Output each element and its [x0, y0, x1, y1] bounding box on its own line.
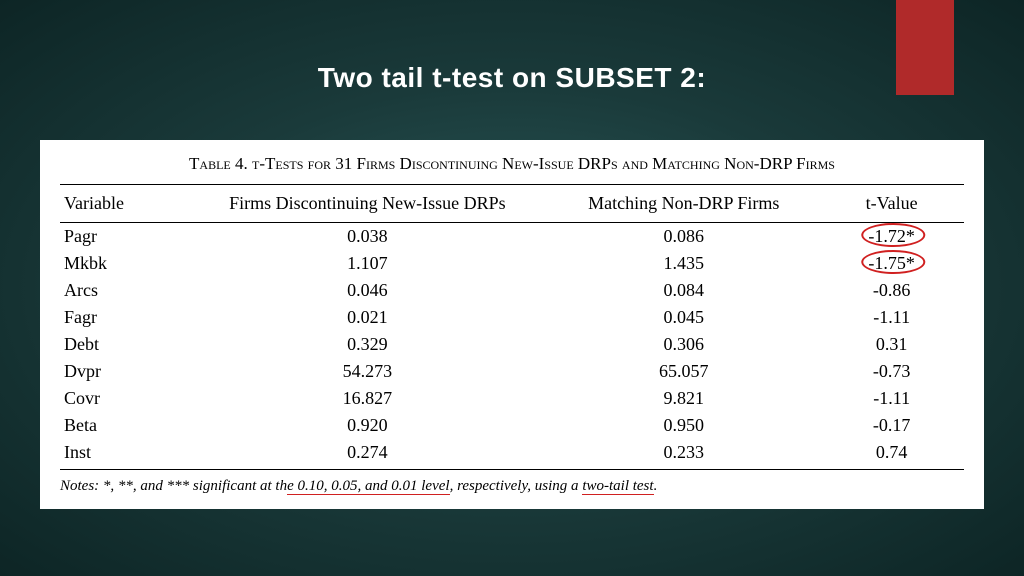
table-row: Inst0.2740.2330.74 [60, 439, 964, 470]
table-body: Pagr0.0380.086-1.72*Mkbk1.1071.435-1.75*… [60, 223, 964, 470]
cell-discontinuing: 0.021 [187, 304, 549, 331]
cell-discontinuing: 54.273 [187, 358, 549, 385]
notes-underline-test: two-tail test [582, 478, 653, 495]
cell-variable: Mkbk [60, 250, 187, 277]
cell-matching: 0.950 [548, 412, 819, 439]
cell-tvalue: -1.72* [819, 223, 964, 251]
col-variable: Variable [60, 185, 187, 223]
cell-tvalue: -0.86 [819, 277, 964, 304]
table-row: Arcs0.0460.084-0.86 [60, 277, 964, 304]
table-row: Pagr0.0380.086-1.72* [60, 223, 964, 251]
slide-title: Two tail t-test on SUBSET 2: [0, 62, 1024, 94]
cell-matching: 0.084 [548, 277, 819, 304]
cell-matching: 9.821 [548, 385, 819, 412]
cell-tvalue: 0.74 [819, 439, 964, 470]
table-row: Fagr0.0210.045-1.11 [60, 304, 964, 331]
cell-discontinuing: 0.920 [187, 412, 549, 439]
cell-tvalue: -1.11 [819, 304, 964, 331]
cell-variable: Covr [60, 385, 187, 412]
cell-tvalue: 0.31 [819, 331, 964, 358]
cell-matching: 0.045 [548, 304, 819, 331]
notes-text-3: . [654, 478, 658, 494]
table-row: Debt0.3290.3060.31 [60, 331, 964, 358]
cell-matching: 65.057 [548, 358, 819, 385]
table-caption: Table 4. t-Tests for 31 Firms Discontinu… [60, 150, 964, 185]
cell-variable: Fagr [60, 304, 187, 331]
cell-discontinuing: 16.827 [187, 385, 549, 412]
notes-label: Notes: [60, 478, 99, 494]
cell-tvalue: -0.17 [819, 412, 964, 439]
notes-text-1: *, **, and *** significant at th [99, 478, 287, 494]
cell-discontinuing: 1.107 [187, 250, 549, 277]
cell-matching: 0.306 [548, 331, 819, 358]
cell-discontinuing: 0.274 [187, 439, 549, 470]
table-row: Beta0.9200.950-0.17 [60, 412, 964, 439]
cell-discontinuing: 0.329 [187, 331, 549, 358]
col-matching: Matching Non-DRP Firms [548, 185, 819, 223]
col-tvalue: t-Value [819, 185, 964, 223]
cell-discontinuing: 0.038 [187, 223, 549, 251]
cell-tvalue: -1.75* [819, 250, 964, 277]
cell-variable: Arcs [60, 277, 187, 304]
table-notes: Notes: *, **, and *** significant at the… [60, 470, 964, 495]
cell-matching: 0.233 [548, 439, 819, 470]
cell-variable: Inst [60, 439, 187, 470]
cell-variable: Beta [60, 412, 187, 439]
table-container: Table 4. t-Tests for 31 Firms Discontinu… [40, 140, 984, 509]
caption-body: t-Tests for 31 Firms Discontinuing New-I… [252, 154, 835, 173]
cell-variable: Dvpr [60, 358, 187, 385]
cell-matching: 1.435 [548, 250, 819, 277]
notes-text-2: , respectively, using a [450, 478, 583, 494]
table-row: Dvpr54.27365.057-0.73 [60, 358, 964, 385]
cell-variable: Debt [60, 331, 187, 358]
cell-matching: 0.086 [548, 223, 819, 251]
notes-underline-levels: e 0.10, 0.05, and 0.01 level [287, 478, 449, 495]
col-discontinuing: Firms Discontinuing New-Issue DRPs [187, 185, 549, 223]
cell-tvalue: -0.73 [819, 358, 964, 385]
table-row: Covr16.8279.821-1.11 [60, 385, 964, 412]
caption-prefix: Table 4. [189, 154, 252, 173]
cell-tvalue: -1.11 [819, 385, 964, 412]
cell-discontinuing: 0.046 [187, 277, 549, 304]
table-row: Mkbk1.1071.435-1.75* [60, 250, 964, 277]
cell-variable: Pagr [60, 223, 187, 251]
ttest-table: Variable Firms Discontinuing New-Issue D… [60, 185, 964, 470]
table-header-row: Variable Firms Discontinuing New-Issue D… [60, 185, 964, 223]
